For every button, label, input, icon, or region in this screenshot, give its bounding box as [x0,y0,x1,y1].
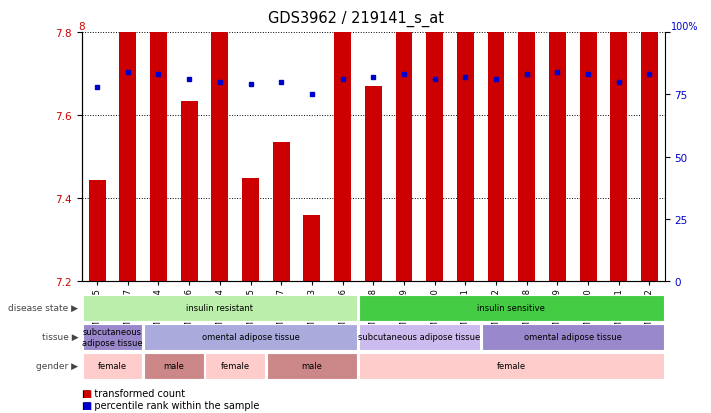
Bar [457,33,474,282]
Text: tissue ▶: tissue ▶ [41,332,78,342]
Bar [334,32,351,282]
Bar [144,353,203,379]
Bar [488,33,505,282]
Bar [119,0,137,282]
Bar [211,32,228,282]
Bar [359,353,664,379]
Text: insulin resistant: insulin resistant [186,304,253,313]
Text: omental adipose tissue: omental adipose tissue [202,332,299,342]
Bar [150,12,167,282]
Bar [82,324,142,350]
Bar [426,28,443,282]
Text: female: female [98,361,127,370]
Text: 100%: 100% [670,22,698,32]
Bar [395,21,412,282]
Bar [242,178,259,282]
Bar [304,215,321,282]
Text: 8: 8 [78,22,85,32]
Bar [144,324,357,350]
Text: ■ percentile rank within the sample: ■ percentile rank within the sample [82,400,260,410]
Text: female: female [497,361,526,370]
Text: ■: ■ [82,388,91,398]
Text: GDS3962 / 219141_s_at: GDS3962 / 219141_s_at [267,10,444,26]
Bar [205,353,265,379]
Bar [481,324,664,350]
Text: insulin sensitive: insulin sensitive [477,304,545,313]
Bar [82,295,357,321]
Bar [365,87,382,282]
Bar [359,295,664,321]
Bar [267,353,357,379]
Text: subcutaneous
adipose tissue: subcutaneous adipose tissue [82,328,143,347]
Text: ■: ■ [82,400,92,410]
Bar [579,0,597,282]
Text: subcutaneous adipose tissue: subcutaneous adipose tissue [358,332,481,342]
Bar [89,180,105,282]
Bar [610,33,627,282]
Text: gender ▶: gender ▶ [36,361,78,370]
Bar [181,102,198,282]
Text: male: male [301,361,322,370]
Bar [273,143,289,282]
Bar [641,0,658,282]
Text: male: male [164,361,184,370]
Text: ■ transformed count: ■ transformed count [82,388,185,398]
Bar [549,0,566,282]
Bar [518,33,535,282]
Text: female: female [220,361,250,370]
Text: omental adipose tissue: omental adipose tissue [524,332,621,342]
Bar [359,324,480,350]
Bar [82,353,142,379]
Text: disease state ▶: disease state ▶ [9,304,78,313]
